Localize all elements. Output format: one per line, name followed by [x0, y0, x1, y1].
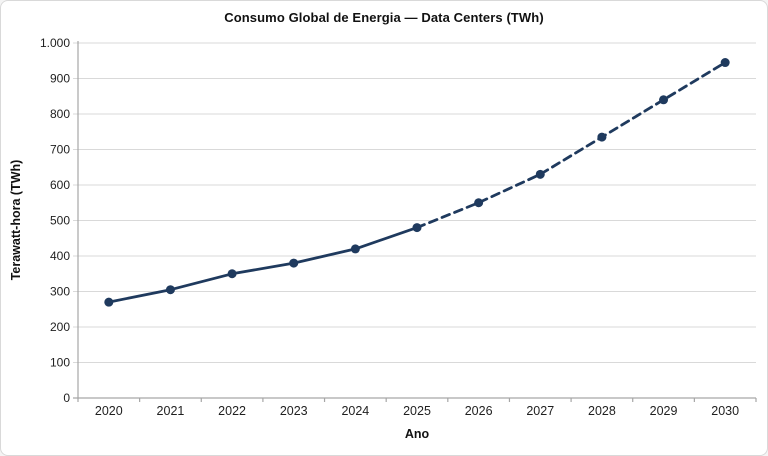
data-point-2029 [659, 95, 669, 105]
y-tick-label: 900 [50, 72, 70, 86]
x-axis-title: Ano [404, 427, 430, 441]
data-point-2028 [597, 132, 607, 142]
data-point-2024 [350, 244, 360, 254]
y-tick-label: 800 [50, 107, 70, 121]
x-tick-label: 2029 [650, 404, 678, 418]
y-tick-label: 100 [50, 356, 70, 370]
y-tick-label: 500 [50, 214, 70, 228]
x-tick-label: 2030 [711, 404, 739, 418]
data-point-2020 [104, 297, 114, 307]
data-point-2021 [165, 285, 175, 295]
x-tick-label: 2020 [95, 404, 123, 418]
y-tick-label: 400 [50, 249, 70, 263]
x-tick-label: 2021 [157, 404, 185, 418]
x-tick-label: 2027 [526, 404, 554, 418]
data-point-2027 [535, 169, 545, 179]
data-point-2026 [474, 198, 484, 208]
x-tick-label: 2028 [588, 404, 616, 418]
y-tick-label: 0 [63, 391, 70, 405]
x-tick-label: 2025 [403, 404, 431, 418]
data-point-2025 [412, 223, 422, 233]
y-tick-label: 300 [50, 285, 70, 299]
series-line-dashed [415, 61, 727, 230]
data-point-2023 [289, 258, 299, 268]
x-tick-label: 2022 [218, 404, 246, 418]
chart-title: Consumo Global de Energia — Data Centers… [224, 10, 544, 25]
data-point-2030 [720, 58, 730, 68]
x-tick-label: 2023 [280, 404, 308, 418]
x-tick-label: 2026 [465, 404, 493, 418]
y-tick-label: 200 [50, 320, 70, 334]
y-tick-label: 600 [50, 178, 70, 192]
series-line-solid [107, 226, 419, 304]
y-tick-label: 1.000 [40, 36, 70, 50]
data-point-2022 [227, 269, 237, 279]
y-tick-label: 700 [50, 143, 70, 157]
x-tick-label: 2024 [341, 404, 369, 418]
